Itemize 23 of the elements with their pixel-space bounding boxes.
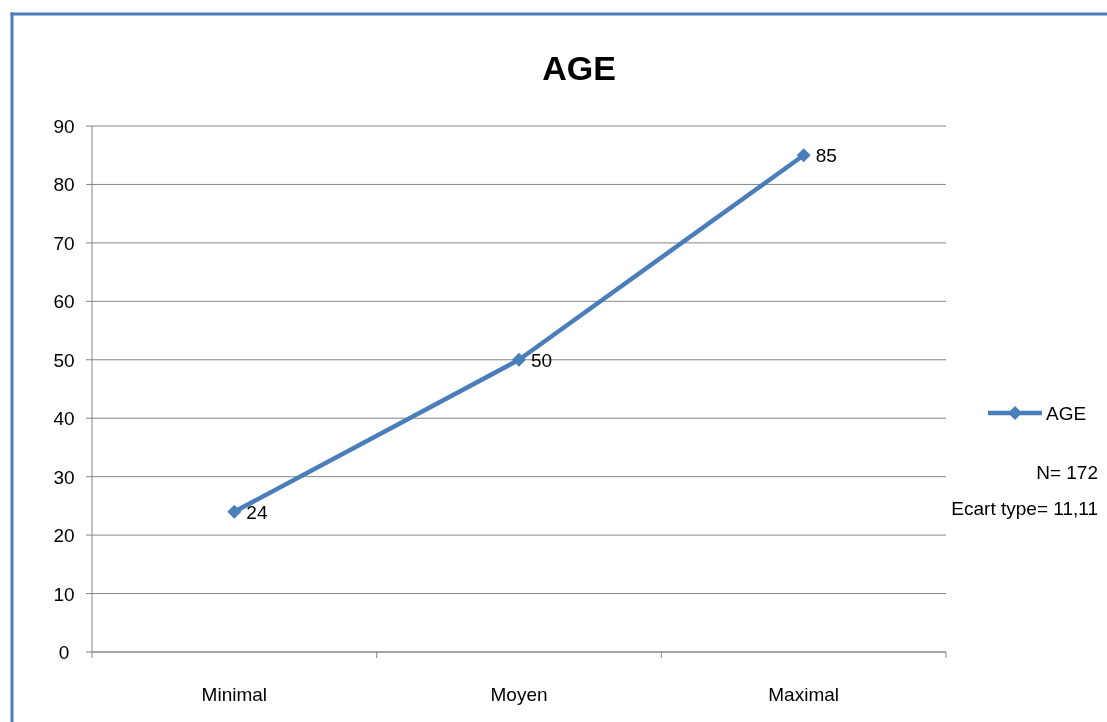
y-tick-label: 70 xyxy=(53,232,75,254)
y-tick-label: 60 xyxy=(53,291,75,313)
y-tick-label: 30 xyxy=(53,466,75,488)
data-label: 24 xyxy=(246,501,268,523)
legend-label: AGE xyxy=(1046,403,1087,424)
text: N= 172 xyxy=(1036,462,1098,483)
point xyxy=(512,352,526,367)
point xyxy=(796,148,811,163)
data-label: 50 xyxy=(531,349,553,371)
y-tick-label: 80 xyxy=(53,174,75,196)
y-tick-label: 50 xyxy=(53,349,75,371)
x-tick-label: Moyen xyxy=(490,684,548,705)
data-label: 85 xyxy=(815,145,837,167)
y-tick-label: 10 xyxy=(53,583,75,605)
y-tick-label: 0 xyxy=(58,642,70,663)
text: Ecart type= 11,11 xyxy=(951,498,1098,519)
y-tick-label: 20 xyxy=(53,525,75,547)
y-tick-label: 40 xyxy=(53,408,75,430)
y-tick-label: 90 xyxy=(53,116,75,137)
x-tick-label: Minimal xyxy=(201,684,268,705)
x-tick-label: Maximal xyxy=(768,684,840,705)
point xyxy=(227,504,242,519)
chart-title: AGE xyxy=(542,49,616,87)
